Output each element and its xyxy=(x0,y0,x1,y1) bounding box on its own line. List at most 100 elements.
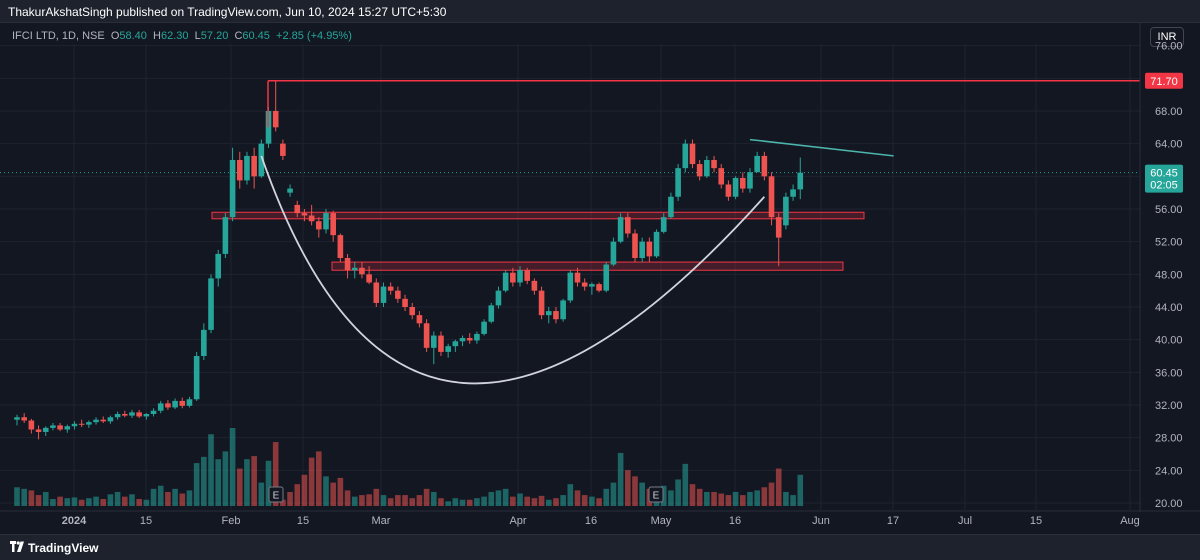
candle xyxy=(100,419,107,422)
grid-lines xyxy=(0,44,1140,510)
volume-bar xyxy=(136,498,142,506)
volume-bar xyxy=(725,495,732,506)
volume-bar xyxy=(222,451,229,506)
candle xyxy=(474,333,480,341)
volume-bar xyxy=(704,491,710,506)
volume-bar xyxy=(21,488,27,506)
volume-bar xyxy=(538,495,545,506)
candle xyxy=(179,400,186,406)
candle xyxy=(790,189,796,197)
candle xyxy=(754,155,760,173)
volume-bar xyxy=(790,495,796,506)
candle xyxy=(524,270,531,281)
high-label: H xyxy=(153,30,161,42)
volume-bar xyxy=(114,491,121,506)
candle xyxy=(143,413,150,417)
volume-bar xyxy=(287,491,293,506)
volume-bar xyxy=(165,491,171,506)
symbol-name: IFCI LTD, 1D, NSE xyxy=(12,30,105,42)
time-tick-label: 16 xyxy=(729,515,741,527)
candle xyxy=(265,110,272,144)
volume-bar xyxy=(337,477,344,506)
candle xyxy=(747,172,753,189)
countdown-label: 02:05 xyxy=(1150,180,1178,192)
candle xyxy=(459,338,466,342)
candle xyxy=(272,110,279,128)
volume-bar xyxy=(35,495,42,506)
volume-bar xyxy=(416,495,423,506)
volume-bar xyxy=(208,434,214,506)
candle xyxy=(617,217,624,242)
time-tick-label: 16 xyxy=(585,515,597,527)
candle xyxy=(366,274,372,283)
price-tick-label: 40.00 xyxy=(1155,335,1183,347)
price-tick-label: 20.00 xyxy=(1155,498,1183,510)
volume-bar xyxy=(610,482,617,506)
volume-bar xyxy=(280,499,286,506)
candles xyxy=(14,80,804,440)
candle xyxy=(783,196,789,226)
volume-bar xyxy=(761,487,768,506)
symbol-legend: IFCI LTD, 1D, NSE O58.40 H62.30 L57.20 C… xyxy=(12,30,352,42)
candle xyxy=(725,184,732,197)
volume-bar xyxy=(201,456,207,506)
candle xyxy=(510,272,516,283)
volume-bar xyxy=(452,498,459,506)
candle xyxy=(258,143,265,177)
candle xyxy=(567,272,574,301)
volume-bar xyxy=(244,459,250,506)
price-axis[interactable]: 20.00 24.00 28.00 32.00 36.00 40.00 44.00 48.00… xyxy=(1139,22,1183,512)
candle xyxy=(452,341,459,347)
volume-bar xyxy=(553,498,559,506)
volume-bar xyxy=(797,474,804,506)
volume-bar xyxy=(193,463,200,506)
volume-bar xyxy=(78,499,85,506)
candle xyxy=(646,241,653,257)
volume-bar xyxy=(373,488,380,506)
volume-bar xyxy=(129,494,135,506)
last-price-label: 60.45 xyxy=(1150,168,1178,180)
candle xyxy=(208,278,214,330)
candle xyxy=(639,241,645,258)
candle xyxy=(402,298,408,307)
volume-bar xyxy=(100,498,107,506)
candle xyxy=(71,423,78,427)
volume-bar xyxy=(574,490,581,506)
volume-bar xyxy=(718,493,725,506)
time-tick-label: Jun xyxy=(812,515,830,527)
candle xyxy=(172,400,178,408)
price-tick-label: 48.00 xyxy=(1155,269,1183,281)
volume-bar xyxy=(581,495,588,506)
volume-bar xyxy=(366,494,372,506)
volume-bar xyxy=(330,482,336,506)
volume-bar xyxy=(236,468,243,506)
candle xyxy=(704,159,710,177)
volume-bar xyxy=(50,498,56,506)
candle xyxy=(316,221,322,230)
candle xyxy=(215,253,222,279)
cup-arc xyxy=(260,155,766,385)
candle xyxy=(517,270,523,283)
volume-bar xyxy=(739,495,746,506)
candle xyxy=(682,143,689,169)
time-axis[interactable]: 2024 15 Feb 15 Mar Apr 16 May 16 Jun 17 Jul 15 Aug xyxy=(0,510,1200,527)
currency-button[interactable]: INR xyxy=(1150,27,1184,47)
candle xyxy=(359,267,365,275)
volume-bar xyxy=(409,498,416,506)
candle xyxy=(351,267,358,271)
volume-bar xyxy=(229,428,236,506)
volume-bar xyxy=(660,485,667,506)
volume-bar xyxy=(14,487,20,506)
volume-bar xyxy=(775,468,782,506)
candle xyxy=(589,284,595,287)
volume-bar xyxy=(351,496,358,506)
tradingview-logo-icon xyxy=(10,541,24,552)
candle xyxy=(387,286,394,291)
price-tick-label: 44.00 xyxy=(1155,302,1183,314)
candle xyxy=(244,155,250,181)
volume-bar xyxy=(359,495,365,506)
candle xyxy=(201,329,207,356)
volume-bar xyxy=(402,495,408,506)
candle xyxy=(50,425,56,428)
